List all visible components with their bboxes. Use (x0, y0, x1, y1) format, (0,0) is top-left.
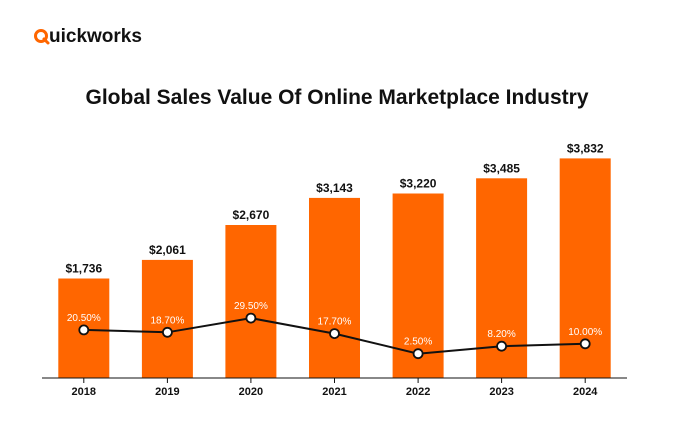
logo-q-tail (42, 37, 50, 45)
bars-group: $1,736 $2,061 $2,670 $3,143 $3,220 $3,485 $3,8… (58, 141, 611, 378)
x-tick-label-2021: 2021 (322, 386, 346, 398)
growth-rate-label-2023: 8.20% (487, 329, 515, 340)
growth-rate-label-2021: 17.70% (318, 317, 352, 328)
growth-line-group: 20.50% 18.70% 29.50% 17.70% 2.50% 8.20% 10.00% (67, 301, 602, 360)
x-tick-label-2020: 2020 (239, 386, 263, 398)
bar-value-label-2021: $3,143 (316, 181, 353, 195)
growth-rate-label-2022: 2.50% (404, 337, 432, 348)
x-tick-label-2022: 2022 (406, 386, 430, 398)
growth-rate-label-2020: 29.50% (234, 301, 268, 312)
x-tick-label-2018: 2018 (72, 386, 96, 398)
growth-rate-label-2019: 18.70% (150, 315, 184, 326)
bar-value-label-2018: $1,736 (65, 262, 102, 276)
growth-point-2019 (161, 326, 173, 338)
bar-value-label-2019: $2,061 (149, 243, 186, 257)
bar-value-label-2024: $3,832 (567, 141, 604, 155)
bar-2019 (141, 259, 193, 378)
bar-value-label-2022: $3,220 (400, 177, 437, 191)
growth-point-2024 (579, 338, 591, 350)
x-ticks-group: 2018 2019 2020 2021 2022 2023 2024 (72, 378, 598, 398)
growth-point-2020 (245, 312, 257, 324)
growth-point-2021 (329, 328, 340, 340)
growth-rate-label-2024: 10.00% (568, 327, 602, 338)
bar-value-label-2020: $2,670 (233, 208, 270, 222)
chart-title: Global Sales Value Of Online Marketplace… (86, 86, 589, 109)
growth-point-2023 (496, 340, 508, 352)
growth-rate-label-2018: 20.50% (67, 313, 101, 324)
logo: uickworks (34, 26, 142, 47)
bar-2021 (309, 197, 360, 378)
bar-2022 (392, 193, 444, 378)
growth-point-2018 (78, 324, 90, 336)
x-tick-label-2019: 2019 (155, 386, 179, 398)
bar-2020 (225, 225, 277, 378)
growth-point-2022 (412, 348, 424, 360)
x-tick-label-2023: 2023 (489, 386, 513, 398)
logo-q-icon (34, 29, 48, 43)
bar-value-label-2023: $3,485 (483, 161, 520, 175)
logo-text: uickworks (49, 26, 142, 47)
x-tick-label-2024: 2024 (573, 386, 598, 398)
